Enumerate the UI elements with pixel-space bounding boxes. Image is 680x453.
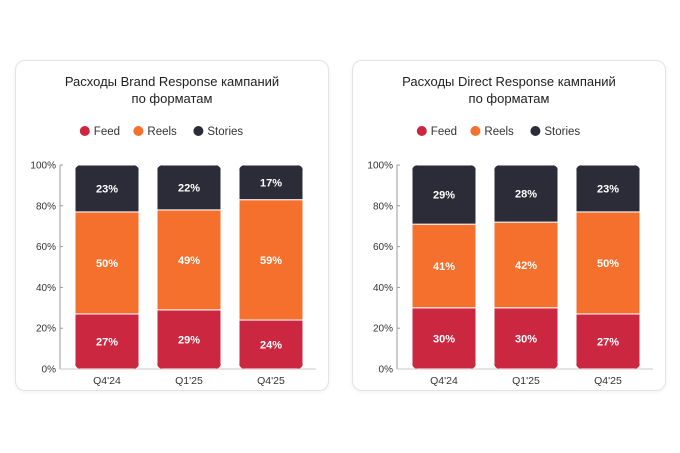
bar-stories [412, 165, 476, 225]
legend-marker-stories [530, 126, 541, 136]
y-tick-label: 60% [36, 242, 56, 253]
chart-title-line-1: Расходы Direct Response кампаний [402, 74, 616, 89]
y-tick-label: 40% [373, 283, 393, 294]
legend: Feed Reels Stories [79, 126, 243, 138]
x-tick-label: Q1'25 [512, 375, 540, 387]
y-tick-label: 80% [373, 201, 393, 212]
legend-label-stories: Stories [544, 126, 580, 138]
legend: Feed Reels Stories [416, 126, 580, 138]
legend-label-feed: Feed [431, 126, 457, 138]
chart-title: Расходы Direct Response кампаний по форм… [353, 73, 665, 107]
bar-reels [576, 211, 640, 315]
bar-feed [494, 307, 558, 369]
bar-stack-0 [75, 165, 139, 369]
data-label-feed: 27% [597, 336, 619, 348]
y-tick-label: 20% [36, 324, 56, 335]
x-tick-label: Q4'24 [430, 375, 458, 387]
chart-title-line-1: Расходы Brand Response кампаний [64, 74, 280, 89]
y-tick-label: 40% [36, 283, 56, 294]
data-label-feed: 24% [260, 340, 282, 352]
data-label-feed: 27% [96, 336, 118, 348]
y-tick-label: 0% [379, 365, 394, 376]
brand-response-chart-card: Расходы Brand Response кампаний по форма… [15, 60, 329, 391]
y-tick-label: 20% [373, 324, 393, 335]
data-label-reels: 42% [515, 260, 537, 272]
legend-marker-feed [416, 126, 427, 136]
legend-marker-feed [79, 126, 90, 136]
legend-label-reels: Reels [147, 126, 177, 138]
bar-reels [412, 223, 476, 309]
data-label-reels: 50% [96, 258, 118, 270]
bar-stack-2 [576, 165, 640, 369]
legend-marker-stories [193, 126, 204, 136]
bar-stack-1 [494, 165, 558, 369]
data-label-reels: 49% [178, 255, 200, 267]
y-tick-label: 80% [36, 201, 56, 212]
legend-marker-reels [133, 126, 144, 136]
y-tick-label: 60% [373, 242, 393, 253]
data-label-stories: 17% [260, 177, 282, 189]
legend-marker-reels [470, 126, 481, 136]
data-label-stories: 28% [515, 189, 537, 201]
chart-title-line-2: по форматам [468, 91, 550, 106]
bar-stack-1 [157, 165, 221, 369]
data-label-feed: 30% [515, 333, 537, 345]
x-tick-label: Q1'25 [175, 375, 203, 387]
y-tick-label: 0% [42, 365, 57, 376]
data-label-reels: 41% [433, 261, 455, 273]
direct-response-chart-card: Расходы Direct Response кампаний по форм… [352, 60, 666, 391]
chart-title-line-2: по форматам [131, 91, 213, 106]
legend-label-stories: Stories [207, 126, 243, 138]
bar-reels [494, 221, 558, 309]
x-tick-label: Q4'25 [257, 375, 285, 387]
x-tick-label: Q4'25 [594, 375, 622, 387]
bars: 27% 50% 23% 29% 49% 22% 24% 59% 17% [75, 165, 303, 369]
legend-label-reels: Reels [484, 126, 514, 138]
bar-stories [494, 165, 558, 223]
data-label-stories: 29% [433, 190, 455, 202]
data-label-feed: 29% [178, 334, 200, 346]
data-label-stories: 23% [597, 183, 619, 195]
brand-response-stacked-bar-chart: Feed Reels Stories 0% 20% 40% 60% 80% 100% 27% 50%… [30, 126, 316, 387]
data-label-stories: 23% [96, 183, 118, 195]
bar-stack-2 [239, 165, 303, 369]
data-label-feed: 30% [433, 333, 455, 345]
data-label-reels: 50% [597, 258, 619, 270]
y-tick-label: 100% [367, 161, 393, 172]
bar-stories [75, 165, 139, 213]
bar-reels [75, 211, 139, 315]
bar-stories [157, 165, 221, 211]
x-tick-label: Q4'24 [93, 375, 121, 387]
data-label-reels: 59% [260, 255, 282, 267]
legend-label-feed: Feed [94, 126, 120, 138]
direct-response-stacked-bar-chart: Feed Reels Stories 0% 20% 40% 60% 80% 100% 30% 41%… [367, 126, 653, 387]
bar-stack-0 [412, 165, 476, 369]
bar-stories [239, 165, 303, 201]
y-tick-label: 100% [30, 161, 56, 172]
chart-title: Расходы Brand Response кампаний по форма… [16, 73, 328, 107]
bar-feed [157, 309, 221, 369]
bar-stories [576, 165, 640, 213]
bars: 30% 41% 29% 30% 42% 28% 27% 50% 23% [412, 165, 640, 369]
data-label-stories: 22% [178, 182, 200, 194]
